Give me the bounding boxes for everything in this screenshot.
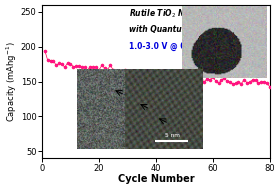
Point	[179, 76, 184, 79]
Point	[108, 64, 113, 67]
Point	[88, 65, 93, 68]
Point	[251, 78, 255, 81]
Point	[182, 77, 186, 81]
Point	[265, 82, 269, 85]
Point	[219, 79, 224, 82]
Point	[268, 85, 272, 88]
Point	[253, 79, 258, 82]
Point	[154, 75, 158, 78]
Point	[234, 82, 238, 85]
Point	[228, 81, 232, 84]
Point	[57, 62, 61, 65]
Point	[145, 75, 150, 78]
Point	[239, 82, 244, 85]
Point	[256, 82, 261, 85]
Point	[157, 73, 161, 76]
Y-axis label: Capacity (mAhg$^{-1}$): Capacity (mAhg$^{-1}$)	[5, 41, 19, 122]
Point	[94, 66, 98, 69]
Point	[225, 80, 229, 83]
Point	[199, 78, 204, 81]
Point	[216, 82, 221, 85]
Point	[71, 65, 76, 68]
Point	[74, 65, 78, 68]
Point	[205, 77, 209, 80]
Point	[77, 64, 81, 67]
Point	[134, 74, 138, 77]
Point	[222, 76, 227, 79]
Point	[162, 74, 167, 77]
Point	[122, 68, 127, 71]
Text: with Quantum Pits: with Quantum Pits	[129, 25, 208, 34]
Point	[245, 81, 249, 84]
Point	[45, 59, 50, 62]
Point	[242, 78, 246, 81]
Point	[120, 74, 124, 77]
Point	[91, 66, 95, 69]
Point	[185, 73, 190, 76]
Point	[105, 68, 110, 71]
Point	[208, 78, 212, 81]
Point	[137, 71, 141, 74]
Point	[230, 82, 235, 85]
Point	[60, 63, 64, 66]
Point	[97, 69, 101, 72]
Point	[125, 72, 130, 75]
Point	[168, 79, 172, 82]
X-axis label: Cycle Number: Cycle Number	[118, 174, 194, 184]
Point	[111, 68, 115, 71]
Point	[131, 70, 135, 73]
Point	[62, 66, 67, 69]
Point	[148, 71, 152, 74]
Point	[174, 75, 178, 78]
Point	[68, 62, 73, 65]
Point	[211, 76, 215, 79]
Point	[54, 64, 59, 67]
Point	[191, 77, 195, 80]
Point	[171, 79, 175, 82]
Point	[114, 71, 118, 74]
Point	[248, 81, 252, 84]
Point	[48, 59, 53, 62]
Point	[151, 71, 155, 74]
Point	[176, 72, 181, 75]
Text: Rutile TiO$_2$ NPs: Rutile TiO$_2$ NPs	[129, 8, 195, 20]
Point	[193, 77, 198, 80]
Point	[159, 75, 164, 78]
Point	[85, 69, 90, 72]
Point	[99, 64, 104, 67]
Point	[165, 76, 169, 79]
Point	[213, 79, 218, 82]
Point	[142, 74, 147, 77]
Point	[117, 70, 121, 73]
Point	[262, 80, 266, 83]
Point	[65, 61, 70, 64]
Point	[236, 81, 241, 84]
Point	[128, 72, 132, 75]
Point	[202, 81, 207, 84]
Point	[139, 76, 144, 79]
Point	[43, 49, 47, 52]
Point	[259, 81, 263, 84]
Point	[82, 66, 87, 69]
Text: 1.0-3.0 V @ 0.5C: 1.0-3.0 V @ 0.5C	[129, 42, 199, 51]
Point	[188, 76, 192, 79]
Point	[196, 77, 201, 81]
Point	[51, 59, 56, 62]
Point	[80, 66, 84, 69]
Point	[102, 67, 107, 70]
